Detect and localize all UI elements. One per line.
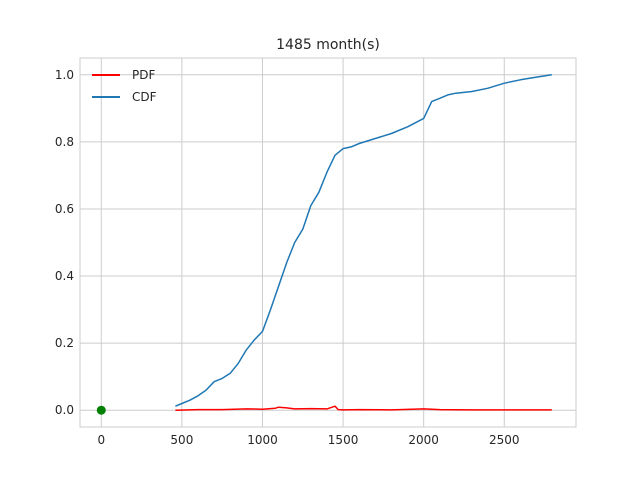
x-tick-label: 500 (170, 433, 193, 447)
tick-labels: 0 500 1000 1500 2000 2500 0.0 0.2 0.4 0.6 0.8 1.0 (55, 68, 520, 447)
origin-point (96, 405, 106, 415)
y-tick-label: 1.0 (55, 68, 74, 82)
y-tick-label: 0.0 (55, 403, 74, 417)
y-tick-label: 0.4 (55, 269, 74, 283)
y-tick-label: 0.8 (55, 135, 74, 149)
x-tick-label: 2000 (408, 433, 439, 447)
x-tick-label: 1500 (328, 433, 359, 447)
plot-frame (79, 57, 577, 428)
series-line-cdf (175, 74, 552, 407)
y-tick-label: 0.6 (55, 202, 74, 216)
x-tick-label: 0 (97, 433, 105, 447)
series-layer (175, 74, 552, 411)
marker-layer (96, 405, 106, 415)
series-line-pdf (175, 405, 552, 411)
chart-title: 1485 month(s) (276, 37, 380, 53)
y-tick-label: 0.2 (55, 336, 74, 350)
legend-label-pdf: PDF (132, 68, 155, 82)
grid (80, 58, 576, 427)
legend: PDF CDF (92, 68, 157, 104)
x-tick-label: 2500 (489, 433, 520, 447)
legend-label-cdf: CDF (132, 90, 157, 104)
x-tick-label: 1000 (247, 433, 278, 447)
